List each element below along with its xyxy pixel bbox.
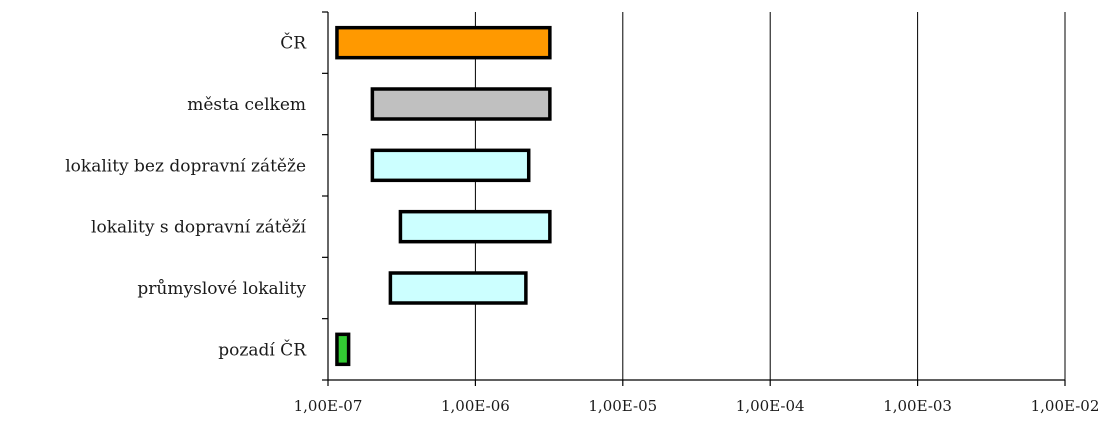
x-tick-label: 1,00E-04 [736,397,805,415]
category-label: pozadí ČR [218,339,307,360]
bar-6 [335,332,351,367]
category-label: lokality bez dopravní zátěže [65,156,306,176]
bar-4 [398,209,552,244]
bar-3 [370,148,531,183]
axes [322,11,1066,386]
bar-1 [335,25,552,60]
gridlines [474,12,1066,380]
category-label: průmyslové lokality [137,279,306,299]
x-tick-label: 1,00E-03 [883,397,952,415]
category-labels: ČR města celkem lokality bez dopravní zátě… [65,33,307,361]
bar-2 [370,87,552,121]
bars [335,25,552,367]
bar-5 [388,271,528,305]
x-tick-label: 1,00E-07 [294,397,363,415]
x-tick-label: 1,00E-05 [588,397,657,415]
tick-labels: 1,00E-07 1,00E-06 1,00E-05 1,00E-04 1,00E-03… [294,397,1100,415]
category-label: ČR [280,33,307,54]
category-label: lokality s dopravní zátěží [91,218,307,238]
x-tick-label: 1,00E-02 [1031,397,1100,415]
category-label: města celkem [187,95,306,115]
x-tick-label: 1,00E-06 [441,397,510,415]
